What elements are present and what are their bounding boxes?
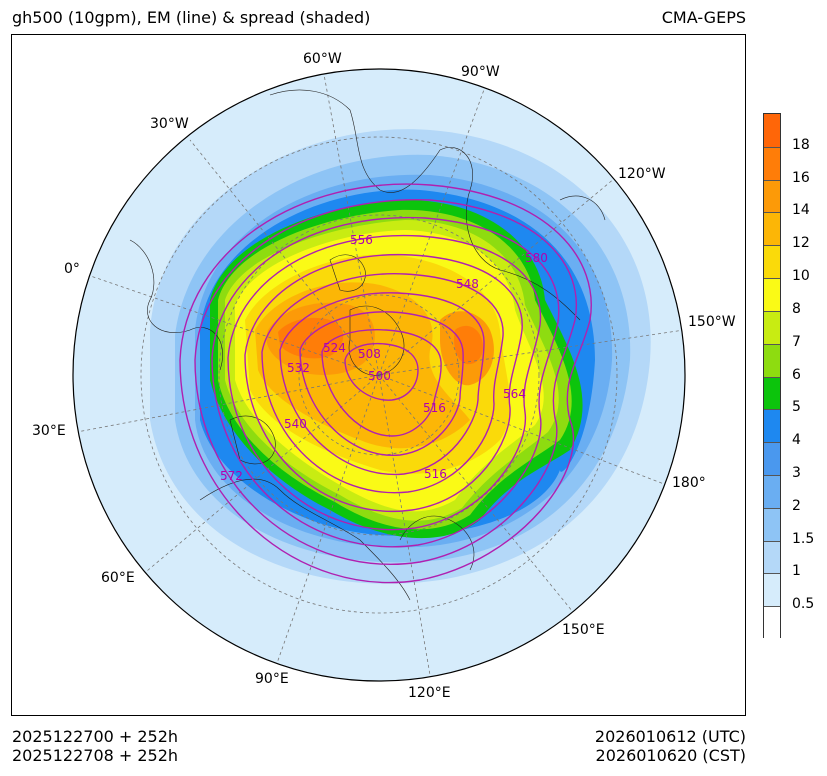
colorbar-tick-label: 18	[792, 136, 810, 153]
contour-label: 516	[424, 467, 447, 481]
lon-label: 90°E	[255, 671, 289, 687]
colorbar-cell	[764, 573, 780, 607]
lon-label: 120°E	[408, 685, 451, 701]
init-time-utc: 2025122700 + 252h	[12, 727, 179, 746]
spread-band-18-b	[454, 325, 483, 365]
contour-label: 564	[503, 387, 526, 401]
contour-label: 524	[323, 341, 346, 355]
valid-time-utc: 2026010612 (UTC)	[594, 727, 746, 746]
colorbar-tick-label: 10	[792, 268, 810, 285]
colorbar-cell	[764, 179, 780, 213]
colorbar-cell	[764, 245, 780, 279]
valid-time-cst: 2026010620 (CST)	[595, 746, 746, 765]
contour-label: 548	[456, 277, 479, 291]
colorbar-cell	[764, 540, 780, 574]
contour-label: 540	[284, 417, 307, 431]
colorbar-cell	[764, 114, 780, 147]
colorbar-cell	[764, 343, 780, 377]
contour-label: 556	[350, 233, 373, 247]
colorbar-cell	[764, 376, 780, 410]
lon-label: 120°W	[618, 166, 666, 182]
colorbar-tick-label: 3	[792, 464, 801, 481]
contour-label: 532	[287, 361, 310, 375]
contour-label: 508	[358, 347, 381, 361]
colorbar-cell	[764, 442, 780, 475]
map-boundary	[72, 68, 686, 682]
colorbar-tick-label: 4	[792, 432, 801, 449]
colorbar-cell	[764, 212, 780, 246]
spread-shading	[150, 129, 651, 584]
lon-label: 60°E	[101, 570, 135, 586]
longitude-labels: 60°W 90°W 30°W 120°W 0° 150°W 30°E 180° …	[32, 51, 736, 701]
lon-label: 180°	[672, 475, 706, 491]
graticule	[76, 69, 685, 681]
colorbar-tick-label: 8	[792, 300, 801, 317]
contour-labels: 556 580 548 524 508 532 500 516 564 540 …	[220, 233, 548, 483]
colorbar-cell	[764, 278, 780, 311]
init-time-cst: 2025122708 + 252h	[12, 746, 179, 765]
colorbar-cell	[764, 474, 780, 508]
colorbar-tick-label: 7	[792, 333, 801, 350]
colorbar-tick-label: 12	[792, 235, 810, 252]
lon-label: 60°W	[303, 51, 342, 67]
map-frame	[11, 34, 746, 716]
colorbar-tick-label: 6	[792, 366, 801, 383]
colorbar-cell	[764, 409, 780, 443]
lon-label: 30°E	[32, 423, 66, 439]
colorbar-cell	[764, 310, 780, 344]
colorbar-tick-label: 5	[792, 399, 801, 416]
lon-label: 90°W	[461, 64, 500, 80]
colorbar	[763, 113, 781, 639]
colorbar-tick-label: 14	[792, 202, 810, 219]
init-time: 2025122700 + 252h 2025122708 + 252h	[12, 727, 178, 765]
contour-label: 516	[423, 401, 446, 415]
chart-title: gh500 (10gpm), EM (line) & spread (shade…	[12, 8, 371, 27]
valid-time: 2026010612 (UTC) 2026010620 (CST)	[595, 727, 746, 765]
colorbar-tick-label: 0.5	[792, 596, 815, 613]
colorbar-tick-label: 1	[792, 563, 801, 580]
lon-label: 0°	[64, 261, 80, 277]
contour-label: 500	[368, 369, 391, 383]
colorbar-tick-label: 2	[792, 497, 801, 514]
lon-label: 150°W	[688, 314, 736, 330]
colorbar-cell	[764, 146, 780, 180]
em-contours	[179, 183, 592, 584]
lon-label: 150°E	[562, 622, 605, 638]
contour-label: 572	[220, 469, 243, 483]
colorbar-cell	[764, 507, 780, 541]
contour-label: 580	[525, 251, 548, 265]
model-name: CMA-GEPS	[661, 8, 746, 27]
lon-label: 30°W	[150, 116, 189, 132]
colorbar-cell	[764, 606, 780, 639]
colorbar-tick-label: 1.5	[792, 530, 815, 547]
colorbar-tick-label: 16	[792, 169, 810, 186]
